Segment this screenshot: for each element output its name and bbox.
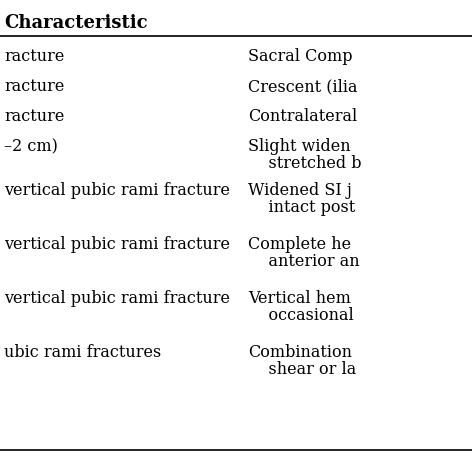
Text: intact post: intact post (248, 199, 355, 216)
Text: Characteristic: Characteristic (4, 14, 148, 32)
Text: Slight widen: Slight widen (248, 138, 351, 155)
Text: vertical pubic rami fracture: vertical pubic rami fracture (4, 236, 230, 253)
Text: racture: racture (4, 78, 64, 95)
Text: Sacral Comp: Sacral Comp (248, 48, 353, 65)
Text: Contralateral: Contralateral (248, 108, 357, 125)
Text: occasional: occasional (248, 307, 354, 324)
Text: anterior an: anterior an (248, 253, 360, 270)
Text: Combination: Combination (248, 344, 352, 361)
Text: shear or la: shear or la (248, 361, 356, 378)
Text: racture: racture (4, 108, 64, 125)
Text: Vertical hem: Vertical hem (248, 290, 351, 307)
Text: –2 cm): –2 cm) (4, 138, 58, 155)
Text: ubic rami fractures: ubic rami fractures (4, 344, 161, 361)
Text: vertical pubic rami fracture: vertical pubic rami fracture (4, 290, 230, 307)
Text: stretched b: stretched b (248, 155, 362, 172)
Text: Crescent (ilia: Crescent (ilia (248, 78, 357, 95)
Text: racture: racture (4, 48, 64, 65)
Text: Complete he: Complete he (248, 236, 351, 253)
Text: vertical pubic rami fracture: vertical pubic rami fracture (4, 182, 230, 199)
Text: Widened SI j: Widened SI j (248, 182, 352, 199)
